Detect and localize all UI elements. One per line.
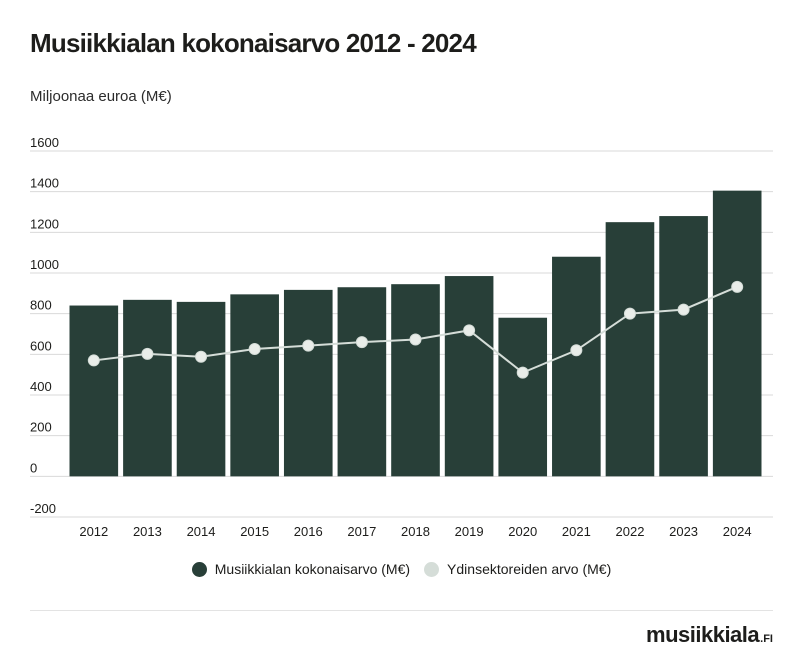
bar-2013 xyxy=(123,299,172,477)
line-point-2019 xyxy=(463,324,476,337)
x-tick-label: 2020 xyxy=(508,524,537,539)
x-tick-label: 2019 xyxy=(455,524,484,539)
footer-divider xyxy=(30,610,773,611)
x-tick-label: 2012 xyxy=(79,524,108,539)
legend: Musiikkialan kokonaisarvo (M€) Ydinsekto… xyxy=(0,561,803,577)
bar-2014 xyxy=(176,301,226,477)
x-tick-label: 2013 xyxy=(133,524,162,539)
line-point-2016 xyxy=(302,339,315,352)
line-point-2015 xyxy=(248,343,261,356)
line-point-2013 xyxy=(141,347,154,360)
x-tick-label: 2014 xyxy=(187,524,216,539)
bar-2018 xyxy=(391,284,440,477)
y-tick-label: 1400 xyxy=(30,176,59,191)
legend-swatch-total xyxy=(191,561,207,577)
x-tick-label: 2022 xyxy=(616,524,645,539)
y-tick-label: 1000 xyxy=(30,257,59,272)
line-point-2020 xyxy=(516,366,529,379)
line-point-2023 xyxy=(677,303,690,316)
line-point-2017 xyxy=(355,336,368,349)
y-tick-label: 400 xyxy=(30,379,52,394)
y-tick-label: -200 xyxy=(30,501,56,516)
bar-2021 xyxy=(552,256,601,477)
bar-2022 xyxy=(605,222,655,477)
legend-label-core: Ydinsektoreiden arvo (M€) xyxy=(447,561,612,577)
x-tick-label: 2017 xyxy=(347,524,376,539)
y-tick-label: 800 xyxy=(30,298,52,313)
brand-suffix: .FI xyxy=(760,633,773,645)
y-axis: 1600 1400 1200 1000 800 600 400 200 0 -200 xyxy=(30,135,59,516)
bar-series xyxy=(69,190,762,477)
x-tick-label: 2024 xyxy=(723,524,752,539)
legend-item-core: Ydinsektoreiden arvo (M€) xyxy=(424,561,611,577)
line-point-2012 xyxy=(87,354,100,367)
bar-2016 xyxy=(283,289,333,477)
line-point-2024 xyxy=(731,280,744,293)
y-tick-label: 1200 xyxy=(30,216,59,231)
x-axis: 2012 2013 2014 2015 2016 2017 2018 2019 2020 2021… xyxy=(79,524,751,539)
line-point-2022 xyxy=(623,307,636,320)
unit-label: Miljoonaa euroa (M€) xyxy=(30,88,172,105)
legend-label-total: Musiikkialan kokonaisarvo (M€) xyxy=(214,561,411,577)
bar-2012 xyxy=(69,305,119,477)
line-point-2014 xyxy=(195,350,208,363)
y-tick-label: 600 xyxy=(30,338,52,353)
brand-logo: musiikkiala .FI xyxy=(646,622,773,648)
chart-title: Musiikkialan kokonaisarvo 2012 - 2024 xyxy=(30,28,477,58)
bar-2020 xyxy=(498,317,548,477)
bar-2023 xyxy=(659,216,708,477)
bar-2015 xyxy=(230,294,279,477)
bar-2024 xyxy=(712,190,762,477)
line-point-2021 xyxy=(570,344,583,357)
y-tick-label: 0 xyxy=(30,460,37,475)
y-tick-label: 200 xyxy=(30,420,52,435)
line-point-2018 xyxy=(409,333,422,346)
legend-swatch-core xyxy=(424,561,440,577)
x-tick-label: 2021 xyxy=(562,524,591,539)
y-tick-label: 1600 xyxy=(30,135,59,150)
legend-item-total: Musiikkialan kokonaisarvo (M€) xyxy=(191,561,411,577)
line-series xyxy=(87,280,744,379)
x-tick-label: 2015 xyxy=(240,524,269,539)
x-tick-label: 2016 xyxy=(294,524,323,539)
bar-2017 xyxy=(337,287,387,477)
bar-2019 xyxy=(444,276,494,477)
x-tick-label: 2018 xyxy=(401,524,430,539)
brand-name: musiikkiala xyxy=(646,622,760,647)
x-tick-label: 2023 xyxy=(669,524,698,539)
